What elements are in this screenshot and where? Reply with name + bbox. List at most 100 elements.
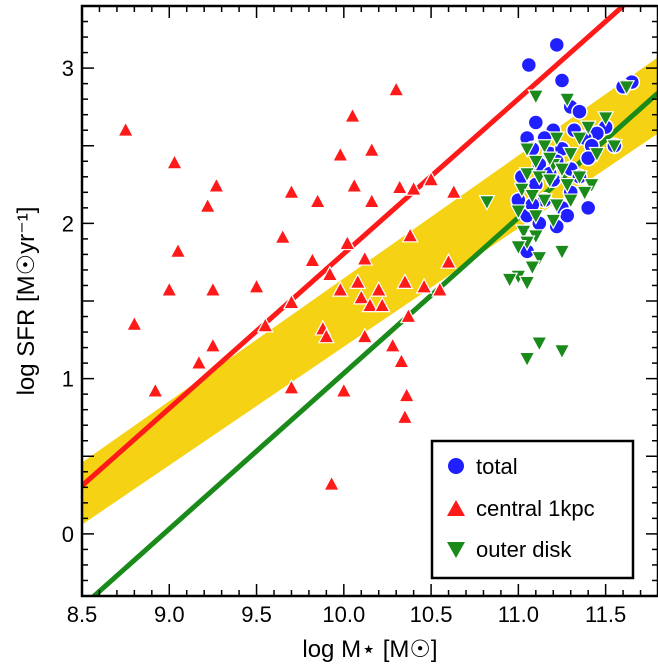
data-point	[282, 378, 300, 395]
data-point	[190, 353, 208, 370]
data-point	[344, 106, 362, 123]
data-point	[199, 197, 217, 213]
data-point	[396, 408, 414, 425]
data-point	[345, 176, 363, 193]
data-point	[331, 145, 349, 162]
data-point	[518, 275, 536, 292]
data-point	[331, 280, 349, 297]
data-point	[478, 195, 496, 211]
data-point	[335, 381, 353, 398]
series-outer	[478, 80, 636, 368]
data-point	[605, 139, 623, 156]
data-point	[125, 315, 143, 331]
data-point	[248, 277, 266, 294]
data-point	[562, 146, 580, 163]
data-point	[520, 56, 538, 74]
data-point	[317, 327, 335, 344]
data-point	[523, 260, 541, 277]
data-point	[396, 273, 414, 289]
data-point	[303, 251, 321, 268]
data-point	[536, 193, 554, 210]
data-point	[338, 234, 356, 251]
data-point	[146, 381, 164, 398]
data-point	[570, 131, 588, 148]
data-point	[618, 80, 636, 97]
data-point	[204, 280, 222, 297]
x-tick-label: 11.5	[585, 602, 626, 627]
data-point	[405, 179, 423, 196]
data-point	[571, 103, 588, 120]
legend-label-outer: outer disk	[476, 537, 572, 562]
data-point	[544, 213, 562, 230]
data-point	[553, 72, 571, 89]
data-point	[562, 193, 580, 210]
data-point	[579, 199, 597, 217]
y-tick-label: 0	[62, 522, 74, 547]
data-point	[204, 336, 222, 353]
data-point	[536, 139, 554, 156]
data-point	[117, 120, 135, 137]
data-point	[349, 273, 367, 289]
legend-label-total: total	[476, 454, 518, 479]
data-point	[570, 170, 588, 187]
data-point	[518, 351, 536, 368]
data-point	[509, 204, 527, 221]
data-point	[282, 183, 300, 199]
data-markers	[117, 36, 641, 491]
data-point	[588, 146, 606, 163]
x-axis-title: log M⋆ [M☉]	[302, 636, 437, 663]
main-sequence-band	[82, 57, 658, 525]
data-point	[576, 185, 594, 202]
x-tick-label: 9.0	[154, 602, 185, 627]
data-point	[370, 280, 388, 297]
data-point	[169, 242, 187, 258]
data-point	[553, 162, 571, 179]
y-axis-title: log SFR [M☉yr⁻¹]	[13, 207, 40, 396]
data-point	[445, 183, 463, 199]
y-tick-label: 3	[62, 56, 74, 81]
data-point	[527, 154, 545, 171]
data-point	[530, 250, 548, 267]
data-point	[392, 352, 410, 369]
y-tick-label: 1	[62, 367, 74, 392]
data-point	[530, 336, 548, 353]
data-point	[398, 386, 416, 403]
x-tick-label: 11.0	[498, 602, 539, 627]
data-point	[401, 226, 419, 243]
data-point	[527, 89, 545, 106]
data-point	[166, 153, 184, 170]
data-point	[415, 277, 433, 294]
data-point	[309, 192, 327, 209]
data-point	[384, 336, 402, 353]
data-point	[363, 141, 381, 157]
data-point	[363, 192, 381, 209]
data-point	[440, 252, 458, 269]
series-central	[117, 80, 463, 491]
data-point	[323, 474, 341, 491]
data-point	[391, 178, 409, 195]
data-point	[399, 307, 417, 324]
legend-label-central: central 1kpc	[476, 496, 595, 521]
data-point	[518, 142, 536, 159]
data-point	[387, 80, 405, 97]
data-point	[583, 177, 601, 194]
data-point	[518, 167, 536, 183]
legend-box	[430, 439, 635, 580]
data-point	[356, 249, 374, 266]
data-point	[548, 36, 566, 54]
data-point	[597, 111, 615, 128]
legend-marker-total	[448, 458, 464, 474]
plot-area	[82, 6, 658, 596]
data-point	[282, 293, 300, 310]
data-point	[553, 344, 571, 360]
data-point	[541, 151, 559, 168]
legend: total central 1kpc outer disk	[430, 439, 635, 580]
y-tick-label: 2	[62, 211, 74, 236]
tick-labels: 8.5 9.0 9.5 10.0 10.5 11.0 11.5 0 1 2 3	[62, 56, 626, 627]
data-point	[558, 177, 576, 194]
data-point	[501, 272, 519, 289]
data-point	[548, 131, 566, 148]
data-point	[352, 288, 370, 305]
data-point	[579, 120, 597, 137]
